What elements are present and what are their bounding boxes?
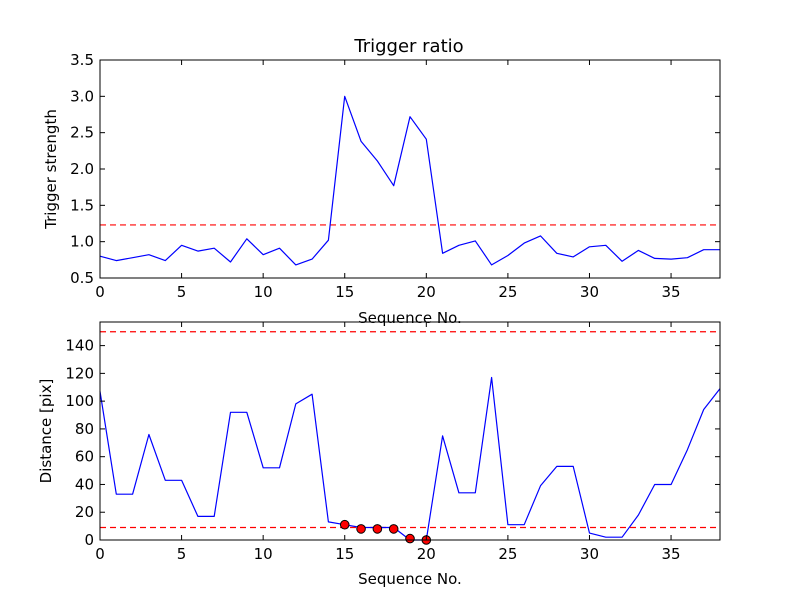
distance-axes-frame (99, 321, 721, 541)
x-tick-label: 0 (95, 545, 105, 563)
x-tick-label: 25 (498, 545, 517, 563)
chart-title: Trigger ratio (353, 36, 463, 57)
y-tick-label: 120 (65, 364, 94, 382)
x-tick-label: 35 (662, 283, 681, 301)
x-tick-label: 5 (177, 545, 187, 563)
y-tick-label: 2.0 (70, 160, 94, 178)
data-point (405, 533, 415, 544)
y-tick-label: 1.5 (70, 196, 94, 214)
x-axis-label: Sequence No. (358, 309, 462, 327)
y-tick-label: 0 (84, 531, 94, 549)
data-point (339, 519, 350, 530)
y-tick-label: 1.0 (70, 233, 94, 251)
x-tick-label: 5 (177, 283, 187, 301)
distance-plot: 0 5 10 15 20 25 30 35 0 20 40 60 80 100 120 140 Sequen… (37, 321, 721, 588)
x-tick-label: 30 (580, 283, 599, 301)
distance-y-ticks: 0 20 40 60 80 100 120 140 (65, 337, 720, 549)
y-tick-label: 40 (75, 475, 94, 493)
x-tick-label: 20 (417, 283, 436, 301)
data-point (388, 524, 399, 534)
y-tick-label: 3.0 (70, 87, 94, 105)
trigger-ratio-marks (99, 95, 720, 266)
x-tick-label: 10 (254, 283, 273, 301)
data-point (356, 524, 366, 534)
distance-x-ticks: 0 5 10 15 20 25 30 35 (95, 322, 681, 563)
x-tick-label: 35 (662, 545, 681, 563)
x-tick-label: 10 (254, 545, 273, 563)
y-axis-label: Distance [pix] (37, 379, 55, 484)
y-tick-label: 80 (75, 420, 94, 438)
x-tick-label: 25 (498, 283, 517, 301)
trigger-ratio-x-ticks: 0 5 10 15 20 25 30 35 (95, 60, 681, 301)
x-axis-label: Sequence No. (358, 570, 462, 588)
x-tick-label: 30 (580, 545, 599, 563)
x-tick-label: 0 (95, 283, 105, 301)
x-tick-label: 15 (335, 545, 354, 563)
data-point (372, 524, 383, 534)
y-axis-label: Trigger strength (42, 109, 60, 230)
x-tick-label: 20 (417, 545, 436, 563)
y-tick-label: 60 (75, 448, 94, 466)
y-tick-label: 20 (75, 503, 94, 521)
series-line (99, 95, 720, 266)
y-tick-label: 3.5 (70, 51, 94, 69)
x-tick-label: 15 (335, 283, 354, 301)
y-tick-label: 2.5 (70, 124, 94, 142)
y-tick-label: 100 (65, 392, 94, 410)
trigger-ratio-y-ticks: 0.5 1.0 1.5 2.0 2.5 3.0 3.5 (70, 51, 720, 287)
y-tick-label: 140 (65, 337, 94, 355)
y-tick-label: 0.5 (70, 269, 94, 287)
